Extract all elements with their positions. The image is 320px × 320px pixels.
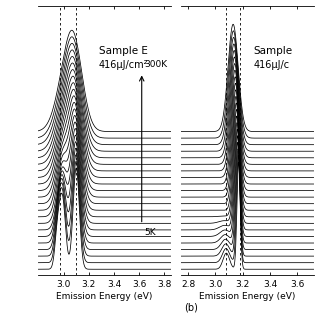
X-axis label: Emission Energy (eV): Emission Energy (eV) xyxy=(56,292,153,301)
Text: Sample: Sample xyxy=(253,46,293,56)
Text: (b): (b) xyxy=(184,302,198,312)
Text: 300K: 300K xyxy=(144,60,167,69)
Text: 5K: 5K xyxy=(144,228,156,237)
Text: 416μJ/c: 416μJ/c xyxy=(253,60,290,70)
Text: Sample E: Sample E xyxy=(99,46,148,56)
Text: 416μJ/cm²: 416μJ/cm² xyxy=(99,60,148,70)
X-axis label: Emission Energy (eV): Emission Energy (eV) xyxy=(199,292,296,301)
